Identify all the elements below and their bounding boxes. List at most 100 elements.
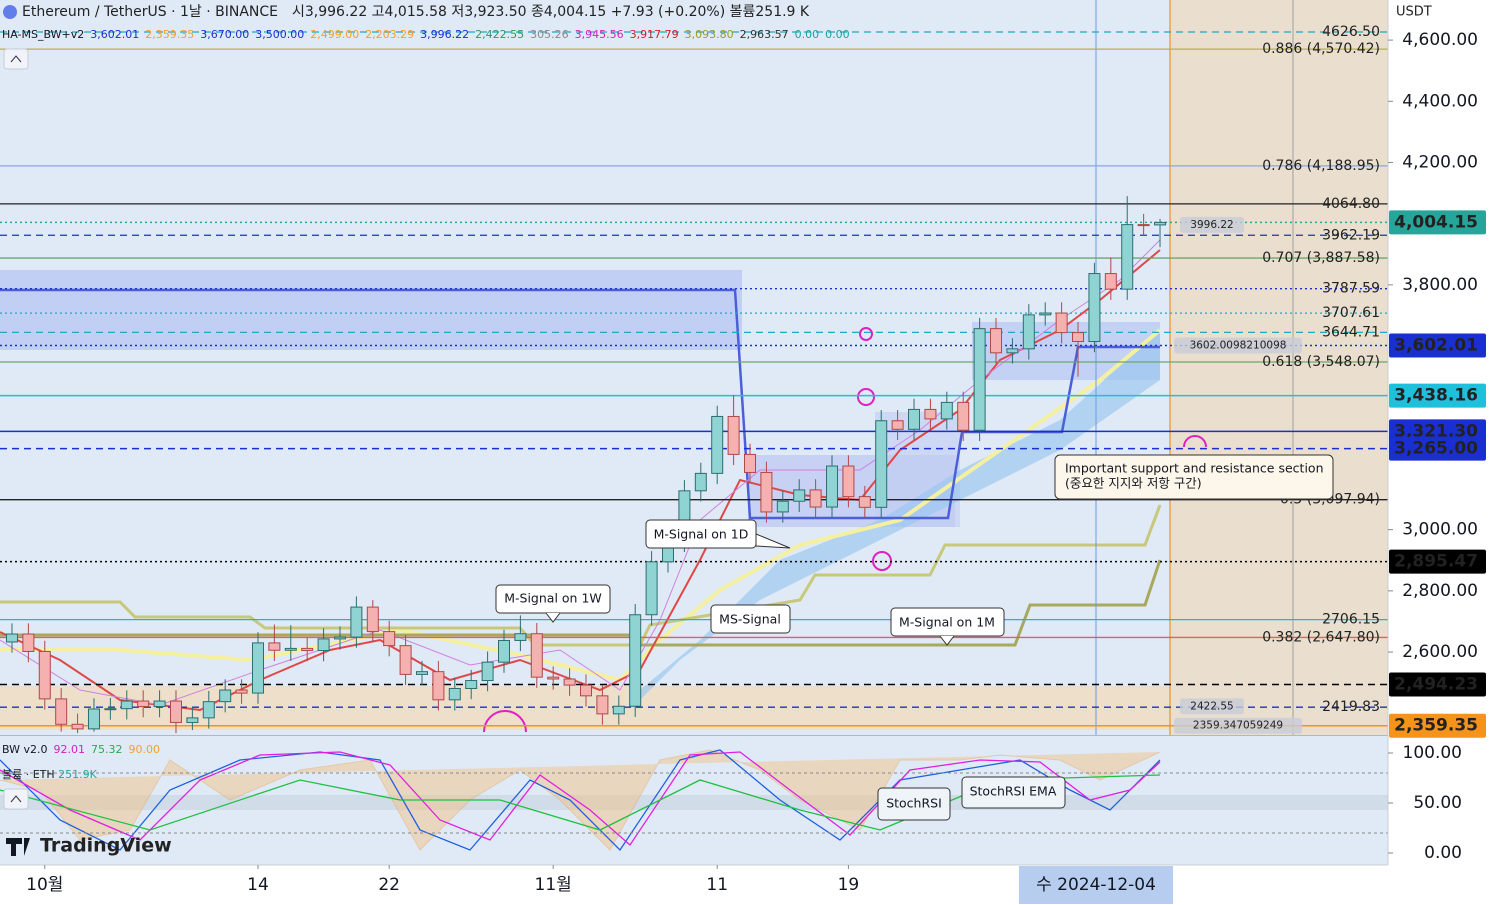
note-pointer	[545, 612, 561, 623]
y-tick-label: 50.00	[1413, 793, 1462, 813]
candle-body	[842, 465, 855, 498]
note-text: StochRSI	[886, 796, 942, 811]
candle-body	[760, 471, 773, 513]
indicator-value: 2,422.55	[475, 28, 524, 41]
cloud-band	[640, 330, 1160, 700]
volume-legend: 볼륨 · ETH 251.9K	[2, 768, 98, 781]
candle-body	[268, 642, 281, 651]
time-axis	[0, 865, 1388, 905]
candle-body	[202, 701, 215, 719]
indicator-value: 2,963.57	[740, 28, 789, 41]
signal-step	[0, 288, 1160, 520]
indicator-value: 3,093.80	[685, 28, 734, 41]
note-pointer	[755, 533, 791, 549]
level-label: 3644.71	[1322, 324, 1380, 340]
indicator-value: 3,917.79	[630, 28, 679, 41]
indicator-value: 0.00	[795, 28, 820, 41]
candle-body	[153, 700, 166, 708]
value-tag	[1174, 717, 1302, 734]
indicator-value: 3,500.00	[255, 28, 304, 41]
note-text: M-Signal on 1M	[899, 615, 995, 630]
candle-body	[973, 328, 986, 431]
candle-body	[137, 700, 150, 708]
candle-body	[399, 645, 412, 675]
bw-value: 92.01	[54, 743, 86, 756]
x-tick-label: 11월	[535, 875, 572, 895]
y-tick-label: 4,600.00	[1402, 30, 1478, 50]
collapse-icon	[10, 795, 22, 803]
candle-body	[1022, 314, 1035, 350]
ohlc-values: 시3,996.22 고4,015.58 저3,923.50 종4,004.15 …	[292, 4, 810, 20]
candle-body	[891, 420, 904, 430]
candle-body	[383, 631, 396, 647]
candle-body	[875, 420, 888, 508]
level-label: 0.786 (4,188.95)	[1262, 158, 1380, 174]
candle-body	[858, 496, 871, 508]
bw-value: 75.32	[91, 743, 123, 756]
y-tick-label: 4,400.00	[1402, 91, 1478, 111]
level-label: 4626.50	[1322, 24, 1380, 40]
signal-circle	[1183, 435, 1207, 448]
candle-body	[284, 647, 297, 651]
value-tag-label: 2422.55	[1190, 700, 1233, 712]
note-box	[877, 787, 951, 821]
brand-name: TradingView	[40, 835, 172, 857]
candle-body	[38, 650, 51, 700]
bw-value: 90.00	[129, 743, 161, 756]
candle-body	[1039, 312, 1052, 316]
candle-body	[465, 680, 478, 689]
candle-body	[596, 695, 609, 715]
y-tick-label: 0.00	[1424, 843, 1462, 863]
indicator-legend: HA-MS_BW+v2 3,602.01 2,359.35 3,670.00 3,500…	[2, 28, 850, 41]
indicator-value: 2,499.00	[310, 28, 359, 41]
candle-body	[481, 661, 494, 682]
candle-body	[219, 689, 232, 703]
note-text: MS-Signal	[719, 612, 781, 627]
level-label: 4064.80	[1322, 196, 1380, 212]
candle-body	[530, 633, 543, 678]
price-badge	[1389, 436, 1486, 461]
price-badge-label: 3,321.30	[1394, 421, 1478, 441]
stoch-d	[0, 751, 1161, 846]
stoch-k	[0, 749, 1161, 852]
x-tick-label: 14	[247, 875, 269, 895]
price-badge-label: 2,895.47	[1394, 552, 1478, 572]
note-text: (중요한 지지와 저항 구간)	[1065, 476, 1202, 491]
candle-body	[1072, 332, 1085, 342]
candle-body	[104, 708, 117, 711]
price-badge	[1389, 210, 1486, 235]
indicator-value: 2,203.29	[365, 28, 414, 41]
collapse-button[interactable]	[3, 48, 29, 70]
value-tag	[1180, 698, 1244, 715]
candle-body	[317, 638, 330, 652]
value-tag-label: 3996.22	[1190, 219, 1233, 231]
candle-body	[186, 717, 199, 723]
candle-body	[563, 678, 576, 686]
collapse-button[interactable]	[3, 788, 29, 810]
candle-body	[826, 465, 839, 508]
price-badge-label: 3,438.16	[1394, 386, 1478, 406]
header-bg	[0, 0, 760, 24]
stoch-band	[0, 795, 1388, 810]
crosshair-date: 수 2024-12-04	[1036, 875, 1156, 895]
level-label: 3707.61	[1322, 305, 1380, 321]
candle-body	[1137, 224, 1150, 227]
candle-body	[366, 606, 379, 633]
indicator-name: HA-MS_BW+v2	[2, 28, 84, 41]
candle-body	[580, 684, 593, 697]
price-badge	[1389, 333, 1486, 358]
indicator-value: 305.26	[530, 28, 569, 41]
price-badge-label: 4,004.15	[1394, 212, 1478, 232]
candle-body	[5, 633, 18, 643]
note-box	[1054, 454, 1334, 500]
level-label: 2706.15	[1322, 612, 1380, 628]
candle-body	[744, 453, 757, 473]
volume-title: 볼륨 · ETH	[2, 768, 55, 781]
candle-body	[990, 328, 1003, 354]
candle-body	[301, 647, 314, 652]
price-badge	[1389, 672, 1486, 697]
y-tick-label: 4,200.00	[1402, 152, 1478, 172]
note-text: Important support and resistance section	[1065, 461, 1324, 476]
value-tag-label: 2359.347059249	[1193, 720, 1283, 732]
